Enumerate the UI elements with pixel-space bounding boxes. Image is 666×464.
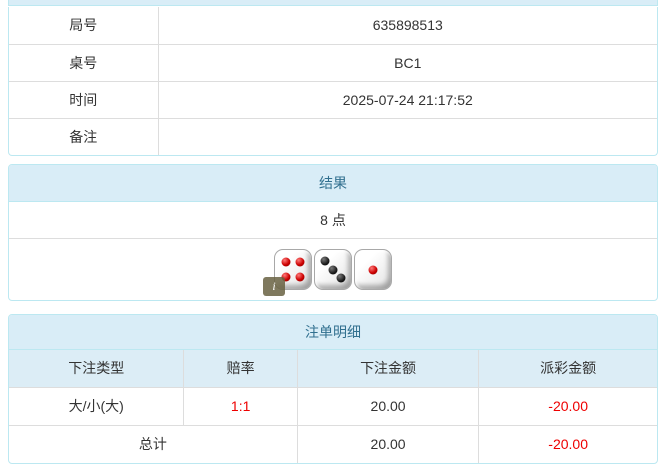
round-id-value: 635898513 (157, 6, 658, 45)
result-points: 8 点 (9, 202, 657, 239)
col-bet-amount: 下注金额 (296, 349, 480, 388)
die-3-icon (314, 249, 352, 290)
dice-group (273, 249, 393, 290)
total-row: 总计 20.00 -20.00 (8, 424, 658, 464)
bets-table: 下注类型 赔率 下注金额 派彩金额 大/小(大) 1:1 20.00 -20.0… (8, 349, 658, 464)
total-bet-amount: 20.00 (296, 424, 480, 464)
bet-payout: -20.00 (478, 386, 658, 426)
total-label: 总计 (8, 424, 298, 464)
table-row: 局号 635898513 (8, 6, 658, 45)
time-value: 2025-07-24 21:17:52 (157, 80, 658, 119)
die-1-icon (354, 249, 392, 290)
total-payout-amount: -20.00 (478, 424, 658, 464)
bet-amount: 20.00 (296, 386, 480, 426)
round-info-panel: 局号 635898513 桌号 BC1 时间 2025-07-24 21:17:… (8, 6, 658, 156)
table-row: 备注 (8, 117, 658, 156)
remark-value (157, 117, 658, 156)
image-info-icon[interactable]: i (263, 277, 285, 296)
table-id-value: BC1 (157, 43, 658, 82)
page-container: 局号 635898513 桌号 BC1 时间 2025-07-24 21:17:… (8, 0, 658, 464)
table-row: 桌号 BC1 (8, 43, 658, 82)
table-row: 时间 2025-07-24 21:17:52 (8, 80, 658, 119)
col-bet-type: 下注类型 (8, 349, 185, 388)
time-label: 时间 (8, 80, 159, 119)
result-panel: 结果 8 点 i (8, 164, 658, 301)
bets-panel: 注单明细 下注类型 赔率 下注金额 派彩金额 大/小(大) 1:1 20.00 … (8, 314, 658, 464)
col-odds: 赔率 (183, 349, 298, 388)
round-id-label: 局号 (8, 6, 159, 45)
bets-panel-title: 注单明细 (9, 315, 657, 350)
remark-label: 备注 (8, 117, 159, 156)
cutoff-panel-heading-strip (8, 0, 658, 6)
bet-odds: 1:1 (183, 386, 298, 426)
table-id-label: 桌号 (8, 43, 159, 82)
round-info-table: 局号 635898513 桌号 BC1 时间 2025-07-24 21:17:… (8, 6, 658, 156)
result-panel-title: 结果 (9, 165, 657, 202)
bet-row: 大/小(大) 1:1 20.00 -20.00 (8, 386, 658, 426)
dice-row: i (9, 239, 657, 300)
bet-type: 大/小(大) (8, 386, 185, 426)
col-payout-amount: 派彩金额 (478, 349, 658, 388)
bets-header-row: 下注类型 赔率 下注金额 派彩金额 (8, 349, 658, 388)
